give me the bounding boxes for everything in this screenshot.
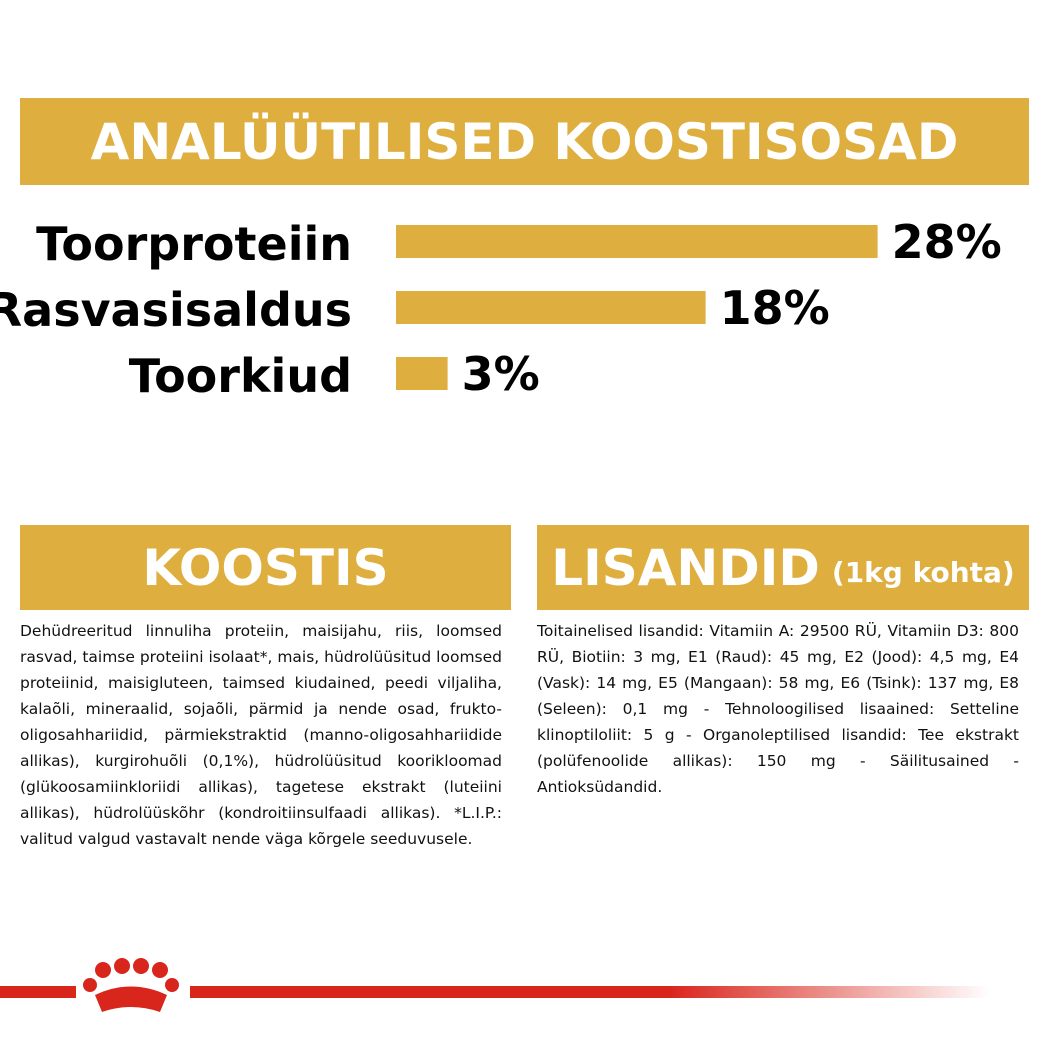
chart: Toorproteiin 28% Rasvasisaldus 18% Toorkiud 3… [0,215,1002,403]
value-label: 3% [462,347,540,401]
category-label: Toorkiud [129,349,352,403]
bar [396,291,706,324]
bar [396,225,878,258]
value-label: 18% [720,281,830,335]
composition-title: KOOSTIS [20,525,511,610]
header-title: ANALÜÜTILISED KOOSTISOSAD [20,98,1029,185]
category-label: Rasvasisaldus [0,283,352,337]
logo [83,958,179,1012]
additives-title: LISANDID [551,538,820,597]
value-label: 28% [892,215,1002,269]
footer-line [190,986,990,998]
footer-line [0,986,76,998]
additives-text: Toitainelised lisandid: Vitamiin A: 2950… [537,622,1019,796]
category-label: Toorproteiin [36,217,352,271]
bar [396,357,448,390]
composition-text: Dehüdreeritud linnuliha proteiin, maisij… [20,622,502,848]
additives-header: LISANDID (1kg kohta) [537,525,1029,610]
additives-subtitle: (1kg kohta) [831,556,1015,589]
